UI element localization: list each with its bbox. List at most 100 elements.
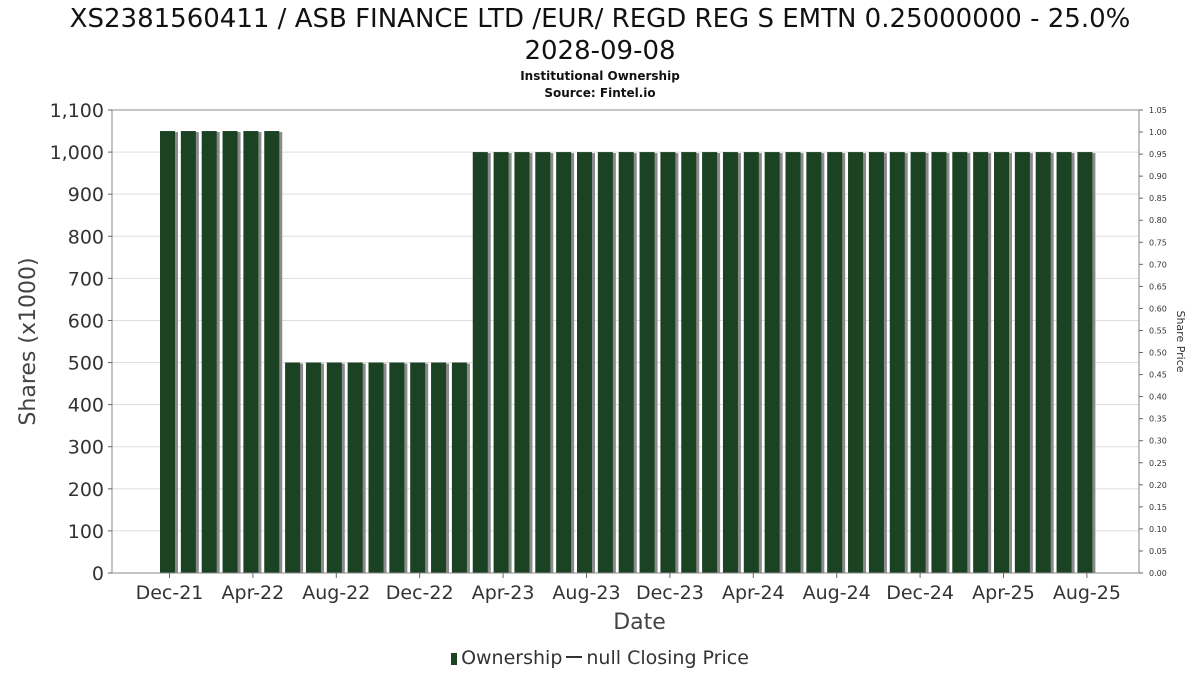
ownership-bar	[160, 131, 175, 573]
y2-tick-label: 0.10	[1149, 525, 1167, 534]
y-tick-label: 400	[68, 395, 104, 417]
legend-price: null Closing Price	[586, 647, 749, 669]
y-tick-label: 200	[68, 479, 104, 501]
ownership-bar	[681, 152, 697, 573]
chart-title-line2: 2028-09-08	[524, 36, 676, 66]
y2-tick-label: 0.65	[1149, 282, 1167, 291]
y2-tick-label: 0.55	[1149, 326, 1167, 335]
y2-tick-label: 0.70	[1149, 260, 1167, 269]
y-tick-label: 600	[68, 310, 104, 332]
ownership-bar	[639, 152, 655, 573]
ownership-bar	[952, 152, 968, 573]
ownership-bar	[1077, 152, 1093, 573]
chart-subtitle: Institutional Ownership	[520, 69, 680, 83]
ownership-bar	[618, 152, 634, 573]
ownership-bar	[764, 152, 780, 573]
plot-frame	[111, 109, 1140, 574]
y-axis-ticks: 0 100 200 300 400 500 600 700 800 900 1,000 1,100	[50, 100, 112, 585]
ownership-bar	[827, 152, 843, 573]
y-tick-label: 900	[68, 184, 104, 206]
ownership-bar	[264, 131, 280, 573]
price-line-swatch	[566, 656, 583, 658]
x-axis-label: Date	[613, 610, 666, 635]
ownership-bar	[493, 152, 509, 573]
ownership-bar	[806, 152, 822, 573]
y2-axis-ticks: 0.00 0.05 0.10 0.15 0.20 0.25 0.30 0.35 0.40 0.45…	[1139, 106, 1167, 578]
y2-tick-label: 0.15	[1149, 503, 1167, 512]
x-tick-label: Apr-24	[722, 582, 785, 604]
y2-axis-label: Share Price	[1174, 310, 1187, 372]
ownership-bar	[931, 152, 947, 573]
chart-source: Source: Fintel.io	[544, 86, 656, 100]
ownership-bar	[702, 152, 718, 573]
y2-tick-label: 0.20	[1149, 481, 1167, 490]
y2-tick-label: 0.95	[1149, 150, 1167, 159]
ownership-bar	[910, 152, 926, 573]
ownership-bar	[848, 152, 864, 573]
y-tick-label: 300	[68, 437, 104, 459]
y2-tick-label: 1.05	[1149, 106, 1167, 115]
y-tick-label: 0	[92, 563, 104, 585]
ownership-bar	[868, 152, 884, 573]
y-tick-label: 800	[68, 226, 104, 248]
y-tick-label: 500	[68, 353, 104, 375]
legend: Ownership null Closing Price	[0, 647, 1200, 669]
y2-tick-label: 0.25	[1149, 459, 1167, 468]
ownership-bar	[660, 152, 676, 573]
ownership-bar	[535, 152, 551, 573]
ownership-bar	[451, 362, 467, 573]
y2-tick-label: 0.90	[1149, 172, 1167, 181]
ownership-bar	[785, 152, 801, 573]
ownership-bar	[556, 152, 572, 573]
y-tick-label: 1,100	[50, 100, 104, 122]
y-axis-label: Shares (x1000)	[16, 257, 41, 425]
legend-ownership: Ownership	[461, 647, 563, 669]
x-tick-label: Dec-24	[886, 582, 954, 604]
ownership-bar	[305, 362, 321, 573]
ownership-bar	[431, 362, 447, 573]
y2-tick-label: 0.35	[1149, 415, 1167, 424]
y2-tick-label: 0.50	[1149, 349, 1167, 358]
ownership-bar	[410, 362, 426, 573]
x-tick-label: Aug-24	[803, 582, 871, 604]
y2-tick-label: 0.45	[1149, 371, 1167, 380]
y2-tick-label: 0.85	[1149, 194, 1167, 203]
ownership-bar	[973, 152, 989, 573]
y2-tick-label: 0.60	[1149, 304, 1167, 313]
ownership-bar	[1014, 152, 1030, 573]
x-tick-label: Apr-22	[222, 582, 285, 604]
ownership-bar	[243, 131, 259, 573]
ownership-bar	[1035, 152, 1051, 573]
ownership-bar	[514, 152, 530, 573]
y2-tick-label: 0.30	[1149, 437, 1167, 446]
ownership-bar	[889, 152, 905, 573]
y2-tick-label: 0.75	[1149, 238, 1167, 247]
ownership-bar	[389, 362, 405, 573]
ownership-bar	[180, 131, 196, 573]
ownership-bar	[722, 152, 738, 573]
x-tick-label: Aug-25	[1053, 582, 1121, 604]
y2-tick-label: 0.05	[1149, 547, 1167, 556]
ownership-bar	[994, 152, 1009, 573]
x-tick-label: Dec-23	[636, 582, 704, 604]
ownership-bar	[285, 362, 301, 573]
x-tick-label: Dec-21	[136, 582, 204, 604]
y-tick-label: 100	[68, 521, 104, 543]
y2-tick-label: 0.80	[1149, 216, 1167, 225]
x-tick-label: Dec-22	[386, 582, 454, 604]
ownership-bar	[1056, 152, 1072, 573]
x-tick-label: Aug-22	[302, 582, 370, 604]
y-tick-label: 700	[68, 268, 104, 290]
ownership-swatch	[451, 653, 458, 665]
y-tick-label: 1,000	[50, 142, 104, 164]
ownership-bar	[472, 152, 488, 573]
x-tick-label: Apr-23	[472, 582, 535, 604]
ownership-bar	[743, 152, 759, 573]
y2-tick-label: 0.00	[1149, 569, 1167, 578]
x-tick-label: Aug-23	[552, 582, 620, 604]
y2-tick-label: 0.40	[1149, 393, 1167, 402]
ownership-bar	[222, 131, 238, 573]
chart-title-line1: XS2381560411 / ASB FINANCE LTD /EUR/ REG…	[69, 4, 1131, 34]
ownership-bar	[368, 362, 384, 573]
